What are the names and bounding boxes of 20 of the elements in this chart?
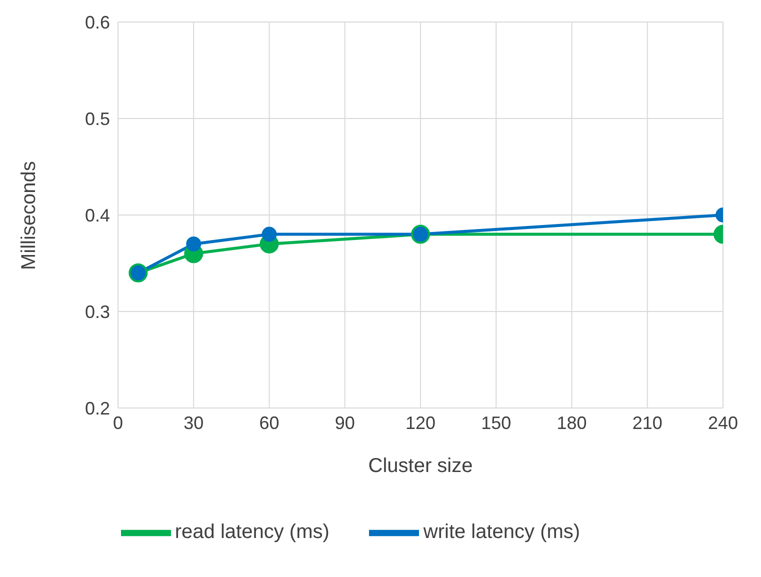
x-tick-label: 150	[481, 412, 512, 433]
x-tick-label: 90	[334, 412, 355, 433]
x-axis-title: Cluster size	[368, 455, 473, 477]
y-tick-label: 0.3	[84, 302, 110, 322]
legend-label: write latency (ms)	[423, 521, 580, 544]
point	[186, 236, 202, 252]
x-tick-label: 180	[556, 412, 587, 433]
y-tick-label: 0.2	[84, 398, 110, 418]
y-axis-title: Milliseconds	[18, 161, 40, 270]
x-tick-label: 60	[259, 412, 280, 433]
x-tick-label: 210	[632, 412, 662, 433]
y-tick-label: 0.5	[84, 108, 110, 129]
y-tick-label: 0.4	[84, 205, 110, 226]
point	[262, 226, 277, 242]
legend-label: read latency (ms)	[174, 521, 330, 544]
x-tick-label: 120	[405, 412, 436, 433]
x-tick-label: 0	[112, 412, 124, 433]
x-tick-label: 240	[708, 412, 738, 433]
y-tick-label: 0.6	[84, 12, 110, 32]
x-tick-label: 30	[184, 412, 204, 433]
